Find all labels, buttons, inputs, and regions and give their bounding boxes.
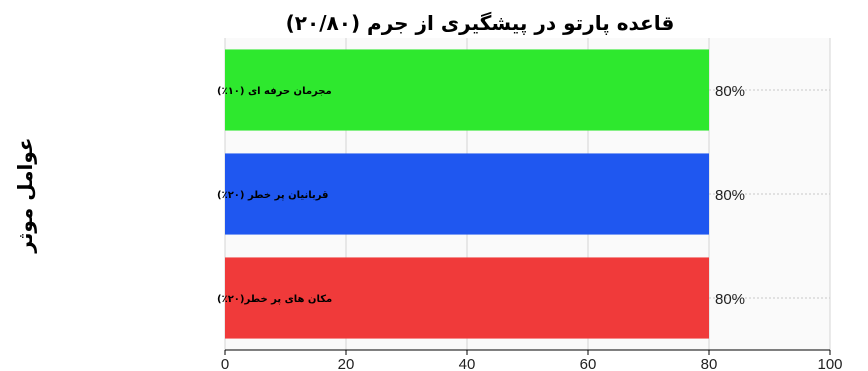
bar-0 — [225, 49, 709, 131]
bar-2 — [225, 257, 709, 339]
x-tick-label-4: 80 — [701, 356, 718, 371]
x-tick-label-3: 60 — [580, 356, 597, 371]
category-label-2: مکان های پر خطر(۲۰٪) — [217, 294, 332, 305]
bar-1 — [225, 153, 709, 235]
y-axis-label: عوامل موثر — [13, 137, 37, 253]
value-labels: 80% 80% 80% — [715, 83, 745, 308]
category-label-0: مجرمان حرفه ای (۱۰٪) — [217, 86, 332, 97]
x-axis-ticks: 0 20 40 60 80 100 — [221, 350, 843, 371]
category-labels: مجرمان حرفه ای (۱۰٪) قربانیان پر خطر (۲۰٪… — [217, 86, 332, 305]
x-tick-label-2: 40 — [459, 356, 476, 371]
x-tick-label-1: 20 — [338, 356, 355, 371]
chart-title: قاعده پارتو در پیشگیری از جرم (۲۰/۸۰) — [286, 11, 675, 36]
category-label-1: قربانیان پر خطر (۲۰٪) — [217, 190, 328, 201]
reference-lines — [709, 89, 830, 299]
value-label-1: 80% — [715, 187, 745, 204]
bars-group — [225, 49, 709, 339]
value-label-2: 80% — [715, 291, 745, 308]
x-tick-label-5: 100 — [817, 356, 842, 371]
x-tick-label-0: 0 — [221, 356, 229, 371]
value-label-0: 80% — [715, 83, 745, 100]
